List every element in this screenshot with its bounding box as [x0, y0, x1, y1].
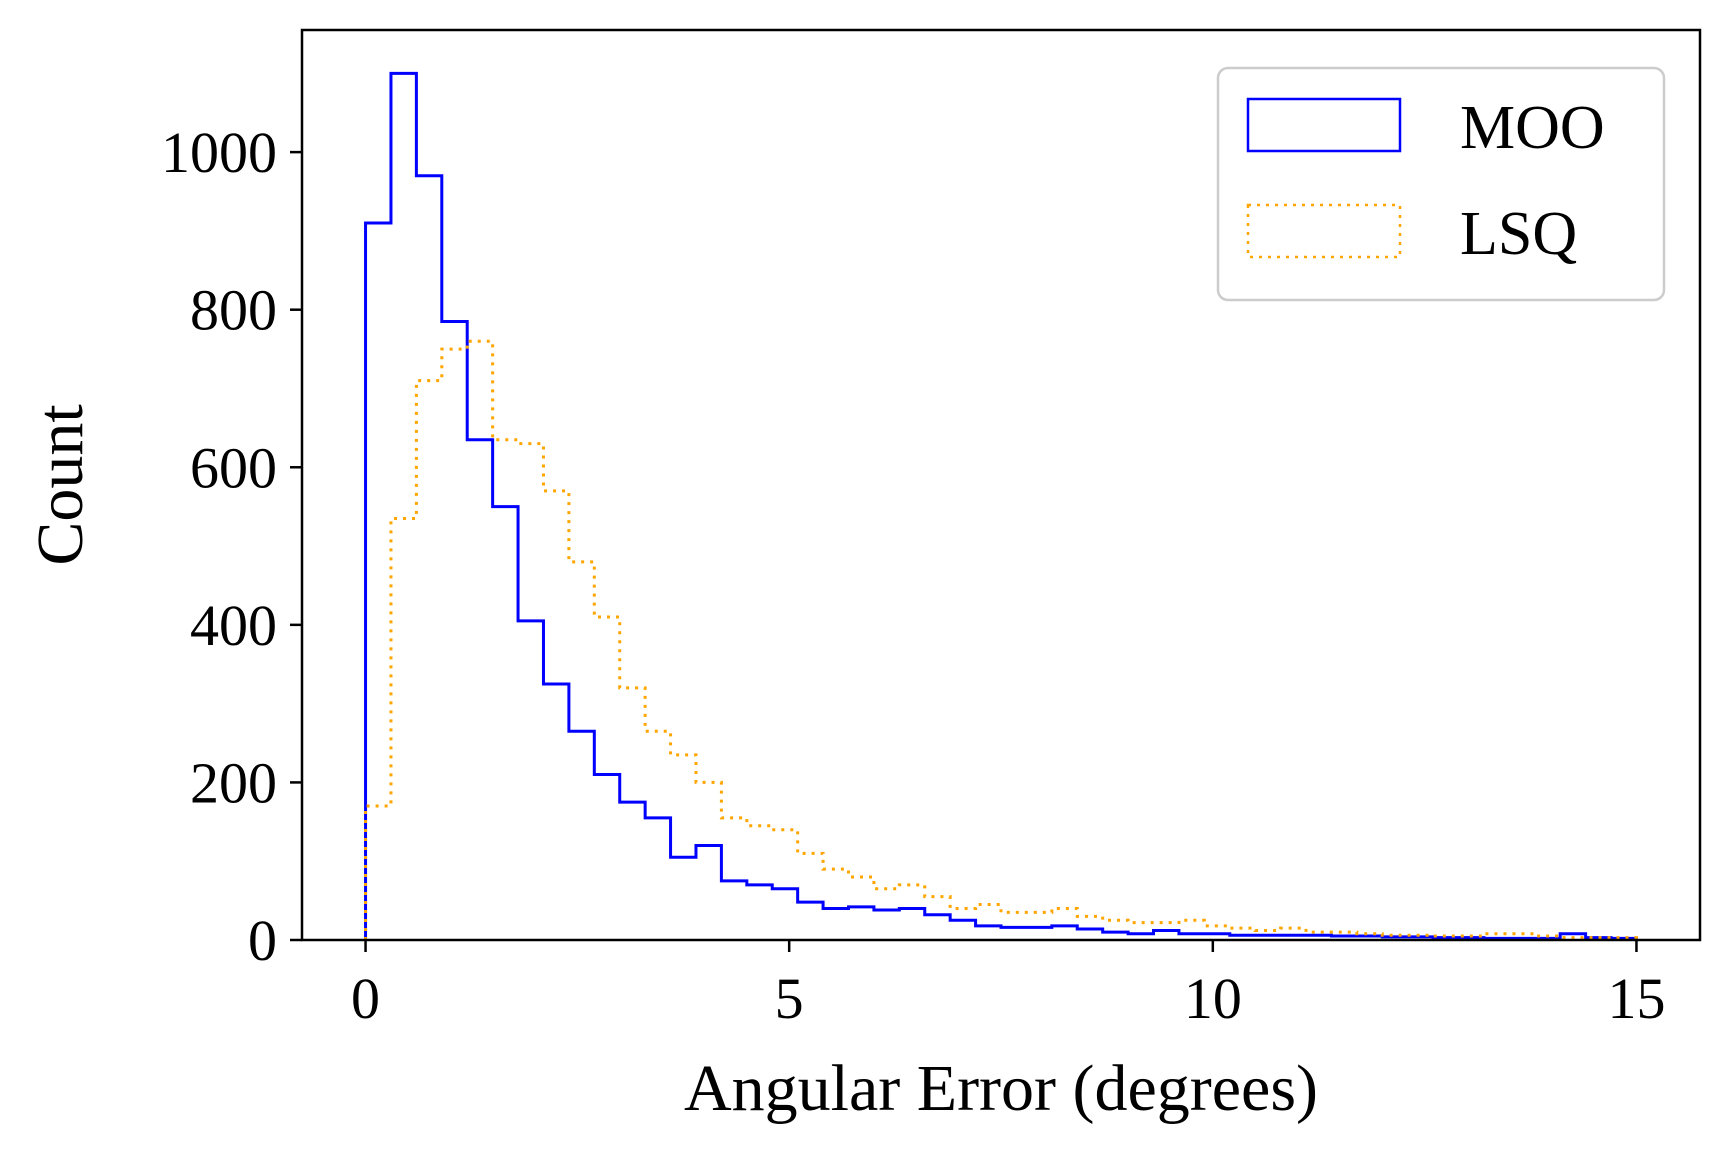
- plot-frame: [300, 28, 1702, 942]
- y-tick-label: 200: [190, 750, 277, 815]
- y-tick-label: 600: [190, 435, 277, 500]
- series-lsq-outline: [364, 339, 1638, 940]
- legend-box: [1216, 66, 1666, 302]
- x-axis-title: Angular Error (degrees): [684, 1052, 1318, 1125]
- y-axis: 0 200 400 600 800 1000: [161, 120, 302, 973]
- legend-swatch-lsq: [1246, 203, 1402, 259]
- y-tick-label: 400: [190, 593, 277, 658]
- series-layer: [364, 71, 1638, 940]
- y-tick-label: 1000: [161, 120, 277, 185]
- legend-swatch-moo: [1246, 97, 1402, 153]
- x-tick-label: 15: [1607, 966, 1665, 1031]
- x-axis: 0 5 10 15: [351, 940, 1665, 1031]
- legend-label-lsq: LSQ: [1460, 200, 1577, 268]
- x-tick-label: 5: [775, 966, 804, 1031]
- legend: MOO LSQ: [1216, 66, 1666, 302]
- y-tick-label: 0: [248, 908, 277, 973]
- x-tick-label: 10: [1184, 966, 1242, 1031]
- series-moo-outline: [364, 71, 1638, 940]
- x-tick-label: 0: [351, 966, 380, 1031]
- y-tick-label: 800: [190, 278, 277, 343]
- legend-label-moo: MOO: [1460, 94, 1605, 162]
- y-axis-title: Count: [24, 404, 97, 565]
